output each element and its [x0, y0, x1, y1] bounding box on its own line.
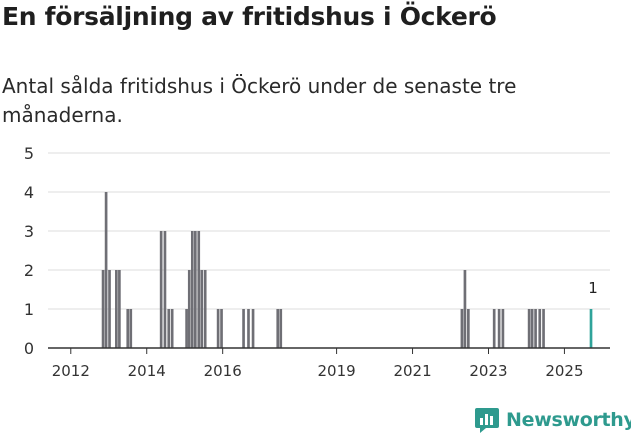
chart-title: En försäljning av fritidshus i Öckerö: [2, 2, 497, 31]
bar: [276, 309, 280, 348]
bar: [187, 270, 191, 348]
bar: [538, 309, 542, 348]
bar: [197, 231, 201, 348]
x-tick-label: 2016: [204, 362, 242, 380]
y-tick-label: 3: [24, 222, 34, 241]
bar: [129, 309, 133, 348]
bar: [101, 270, 105, 348]
x-tick-label: 2025: [545, 362, 583, 380]
bar: [501, 309, 505, 348]
x-tick-label: 2019: [318, 362, 356, 380]
bar: [467, 309, 470, 348]
chart-subtitle: Antal sålda fritidshus i Öckerö under de…: [2, 74, 517, 127]
x-tick-label: 2021: [393, 362, 431, 380]
bar: [170, 309, 174, 348]
bar: [203, 270, 207, 348]
bar: [216, 309, 220, 348]
y-tick-label: 1: [24, 300, 34, 319]
highlighted-bar: [589, 309, 593, 348]
bar: [279, 309, 283, 348]
bar: [460, 309, 464, 348]
axes: 0 1 2 3 4 5 2012 2014 2016 2019 2021 2023 2025: [24, 144, 610, 380]
y-tick-label: 5: [24, 144, 34, 163]
bar: [167, 309, 171, 348]
x-tick-label: 2012: [52, 362, 90, 380]
bar: [108, 270, 111, 348]
bar: [251, 309, 255, 348]
bar: [200, 270, 204, 348]
bar: [542, 309, 545, 348]
bar: [497, 309, 501, 348]
y-tick-label: 4: [24, 183, 34, 202]
bar: [463, 270, 467, 348]
gridlines: [48, 152, 610, 310]
bar: [126, 309, 130, 348]
bar: [534, 309, 537, 348]
newsworthy-logo-text: Newsworthy: [506, 409, 631, 431]
bar: [190, 231, 194, 348]
bar: [527, 309, 531, 348]
bar: [194, 231, 197, 348]
bar: [118, 270, 121, 348]
bar: [247, 309, 250, 348]
bar: [185, 309, 188, 348]
newsworthy-logo: Newsworthy: [474, 406, 631, 434]
bar: [163, 231, 167, 348]
y-tick-label: 0: [24, 339, 34, 358]
bar: [159, 231, 163, 348]
x-tick-label: 2014: [128, 362, 166, 380]
bar: [242, 309, 245, 348]
y-tick-label: 2: [24, 261, 34, 280]
bar: [530, 309, 534, 348]
bar-value-label: 1: [588, 279, 598, 297]
bars: 1: [101, 192, 598, 348]
bar: [104, 192, 108, 348]
bar: [492, 309, 496, 348]
x-tick-label: 2023: [469, 362, 507, 380]
bar: [220, 309, 223, 348]
newsworthy-logo-icon: [475, 408, 499, 433]
bar: [115, 270, 118, 348]
